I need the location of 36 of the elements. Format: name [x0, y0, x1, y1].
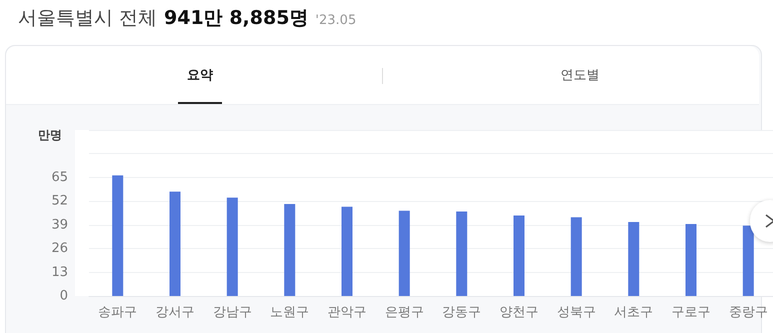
x-tick-label: 노원구: [270, 305, 310, 320]
x-tick-label: 강동구: [442, 305, 482, 320]
x-tick-label: 은평구: [384, 305, 424, 320]
bar: [284, 204, 296, 296]
y-tick-label: 26: [51, 241, 68, 256]
bar: [342, 206, 352, 296]
x-tick-label: 송파구: [98, 305, 138, 320]
bar: [628, 222, 640, 296]
bar: [514, 216, 524, 296]
y-axis-title: 만명: [38, 127, 62, 144]
bar: [398, 210, 410, 296]
x-tick-label: 양천구: [500, 305, 538, 320]
text: 요약: [186, 67, 214, 84]
bar: [570, 217, 582, 296]
x-tick-label: 강서구: [156, 305, 194, 320]
y-tick-label: 13: [51, 264, 68, 280]
bar: [456, 212, 468, 296]
bar: [226, 198, 238, 296]
y-tick-label: 39: [51, 217, 68, 232]
y-tick-label: 52: [51, 194, 68, 209]
bar: [170, 192, 180, 296]
x-tick-label: 서초구: [614, 305, 654, 320]
chart-title: 서울특별시 전체: [18, 6, 158, 31]
x-tick-label: 구로구: [672, 305, 710, 320]
y-tick-label: 0: [60, 288, 68, 304]
chart-subtitle: 941만 8,885명: [164, 6, 308, 31]
y-tick-label: 65: [51, 170, 68, 185]
x-tick-label: 중랑구: [728, 305, 768, 320]
x-tick-label: 강남구: [212, 305, 252, 320]
bar: [686, 224, 696, 296]
text: '23.05: [315, 13, 356, 28]
bar: [112, 175, 124, 296]
bar: [742, 226, 754, 296]
text: 연도별: [560, 67, 600, 84]
x-tick-label: 관악구: [328, 305, 366, 320]
x-tick-label: 성북구: [556, 305, 596, 320]
